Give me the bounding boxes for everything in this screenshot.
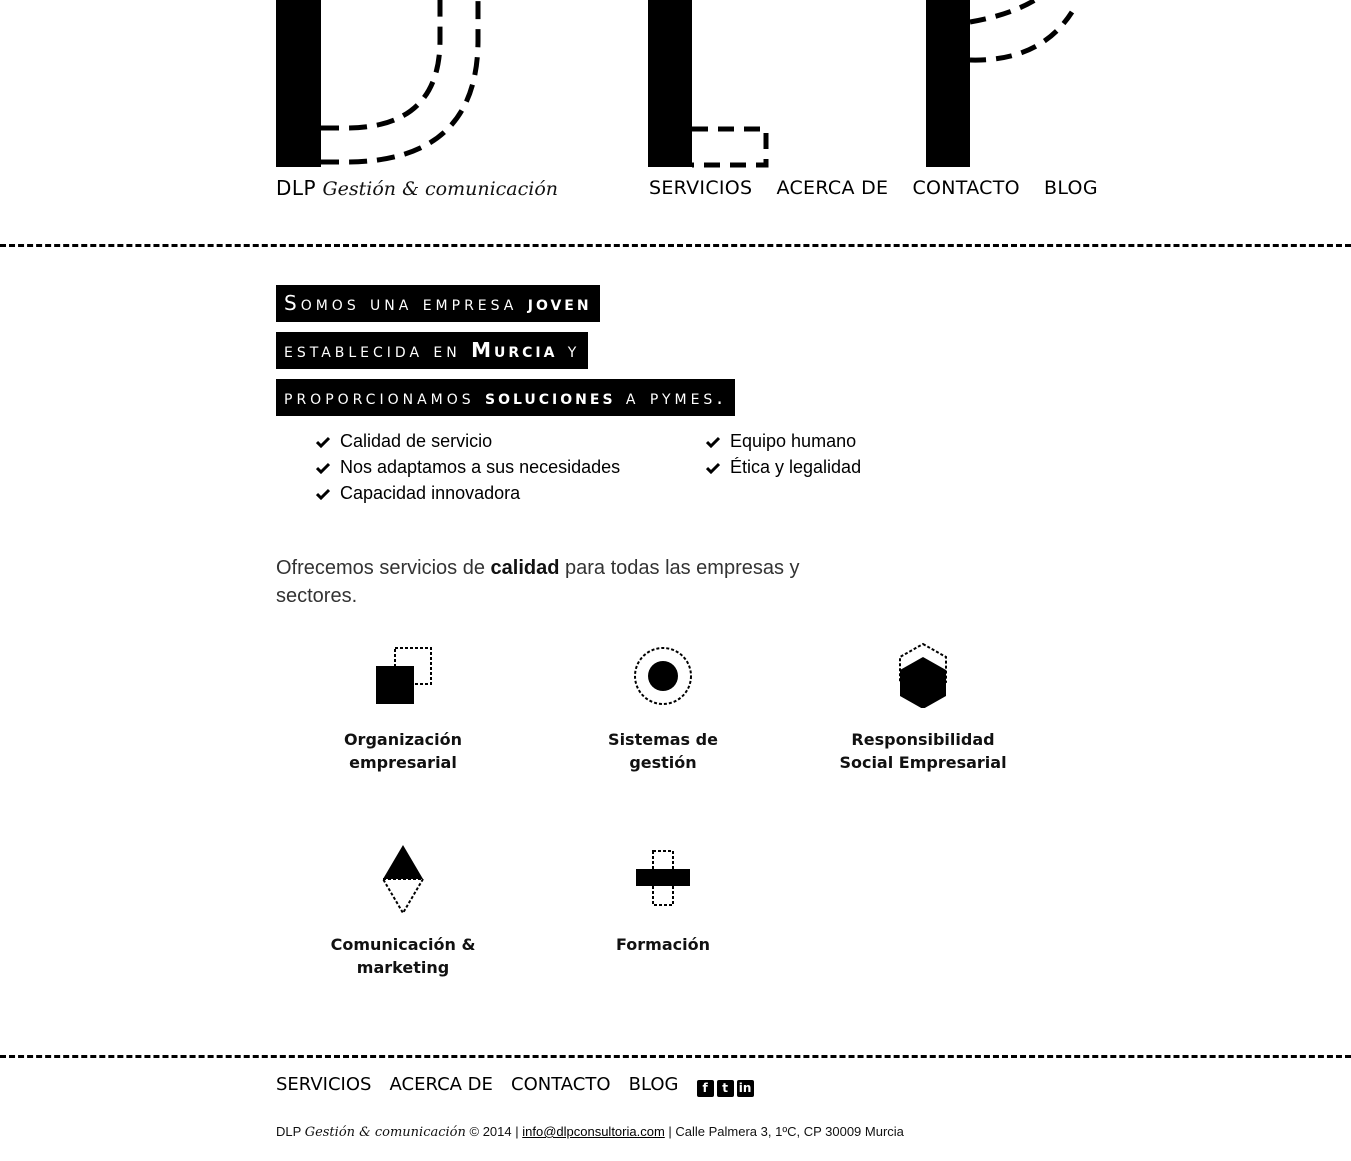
- service-comunicacion[interactable]: Comunicación & marketing: [303, 843, 503, 979]
- service-formacion[interactable]: Formación: [563, 843, 763, 956]
- hero-line-2: establecida en Murcia y: [276, 332, 589, 369]
- service-label: Responsibilidad Social Empresarial: [839, 730, 1007, 772]
- features-left: Calidad de servicio Nos adaptamos a sus …: [316, 430, 620, 508]
- twitter-icon[interactable]: t: [716, 1080, 734, 1097]
- brand-name: DLP: [276, 176, 317, 200]
- intro-bold: calidad: [490, 557, 560, 579]
- squares-icon: [376, 647, 432, 704]
- feature-item: Ética y legalidad: [706, 456, 861, 482]
- footer-nav-contacto[interactable]: CONTACTO: [511, 1074, 611, 1095]
- email-link[interactable]: info@dlpconsultoria.com: [522, 1124, 665, 1139]
- footer-brand-name: DLP: [276, 1124, 302, 1139]
- nav-acerca-de[interactable]: ACERCA DE: [776, 177, 889, 199]
- hero-line-2-post: y: [557, 338, 581, 362]
- feature-label: Calidad de servicio: [340, 431, 493, 451]
- service-label: Formación: [616, 935, 710, 954]
- main-nav: SERVICIOS ACERCA DE CONTACTO BLOG: [649, 177, 1098, 199]
- cross-bar-icon: [636, 850, 690, 906]
- footer-brand-tagline: Gestión & comunicación: [304, 1125, 466, 1140]
- feature-item: Nos adaptamos a sus necesidades: [316, 456, 620, 482]
- dlp-logo-art: [276, 0, 1075, 168]
- hero-line-1: Somos una empresa joven: [276, 285, 600, 322]
- feature-item: Equipo humano: [706, 430, 861, 456]
- footer-nav-servicios[interactable]: SERVICIOS: [276, 1074, 372, 1095]
- feature-label: Capacidad innovadora: [340, 483, 521, 503]
- nav-servicios[interactable]: SERVICIOS: [649, 177, 753, 199]
- features-right: Equipo humano Ética y legalidad: [706, 430, 861, 482]
- hero-line-3-text: proporcionamos: [284, 385, 485, 409]
- circle-target-icon: [634, 647, 692, 705]
- feature-item: Capacidad innovadora: [316, 482, 620, 508]
- service-label: Comunicación & marketing: [330, 935, 476, 977]
- triangles-icon: [381, 845, 425, 915]
- nav-blog[interactable]: BLOG: [1044, 177, 1098, 199]
- hero-line-3-bold: soluciones: [485, 385, 616, 409]
- service-organizacion[interactable]: Organización empresarial: [303, 642, 503, 774]
- hero-line-3-post: a pymes.: [615, 385, 727, 409]
- brand-tagline: Gestión & comunicación: [322, 178, 559, 200]
- footer-divider: [0, 1055, 1351, 1058]
- intro-pre: Ofrecemos servicios de: [276, 557, 491, 579]
- service-label: Sistemas de gestión: [608, 730, 718, 772]
- check-icon: [316, 462, 330, 474]
- hero-line-2-text: establecida en: [284, 338, 472, 362]
- check-icon: [706, 436, 720, 448]
- copyright-line: DLP Gestión & comunicación © 2014 | info…: [276, 1124, 904, 1140]
- hero-line-3: proporcionamos soluciones a pymes.: [276, 379, 735, 416]
- footer-nav-blog[interactable]: BLOG: [628, 1074, 679, 1095]
- facebook-icon[interactable]: f: [696, 1080, 714, 1097]
- hero-line-1-bold: joven: [527, 291, 592, 315]
- copyright-text: © 2014 |: [469, 1124, 519, 1139]
- footer-nav-acerca-de[interactable]: ACERCA DE: [389, 1074, 493, 1095]
- service-sistemas[interactable]: Sistemas de gestión: [563, 642, 763, 774]
- nav-contacto[interactable]: CONTACTO: [912, 177, 1020, 199]
- service-rse[interactable]: Responsibilidad Social Empresarial: [823, 642, 1023, 774]
- intro-post: para todas las empresas y sectores.: [276, 557, 800, 607]
- check-icon: [706, 462, 720, 474]
- feature-label: Ética y legalidad: [730, 457, 862, 477]
- brand[interactable]: DLP Gestión & comunicación: [276, 176, 558, 200]
- feature-item: Calidad de servicio: [316, 430, 620, 456]
- header-divider: [0, 244, 1351, 247]
- feature-label: Nos adaptamos a sus necesidades: [340, 457, 621, 477]
- address-text: | Calle Palmera 3, 1ºC, CP 30009 Murcia: [668, 1124, 904, 1139]
- hexagon-icon: [899, 642, 947, 708]
- footer-nav: SERVICIOS ACERCA DE CONTACTO BLOG f t in: [276, 1074, 757, 1097]
- linkedin-icon[interactable]: in: [736, 1080, 754, 1097]
- intro-text: Ofrecemos servicios de calidad para toda…: [276, 554, 836, 610]
- hero-line-2-bold: Murcia: [471, 338, 558, 362]
- check-icon: [316, 488, 330, 500]
- feature-label: Equipo humano: [730, 431, 857, 451]
- social-links: f t in: [696, 1077, 757, 1097]
- service-label: Organización empresarial: [343, 730, 463, 772]
- check-icon: [316, 436, 330, 448]
- hero-line-1-text: Somos una empresa: [284, 291, 528, 315]
